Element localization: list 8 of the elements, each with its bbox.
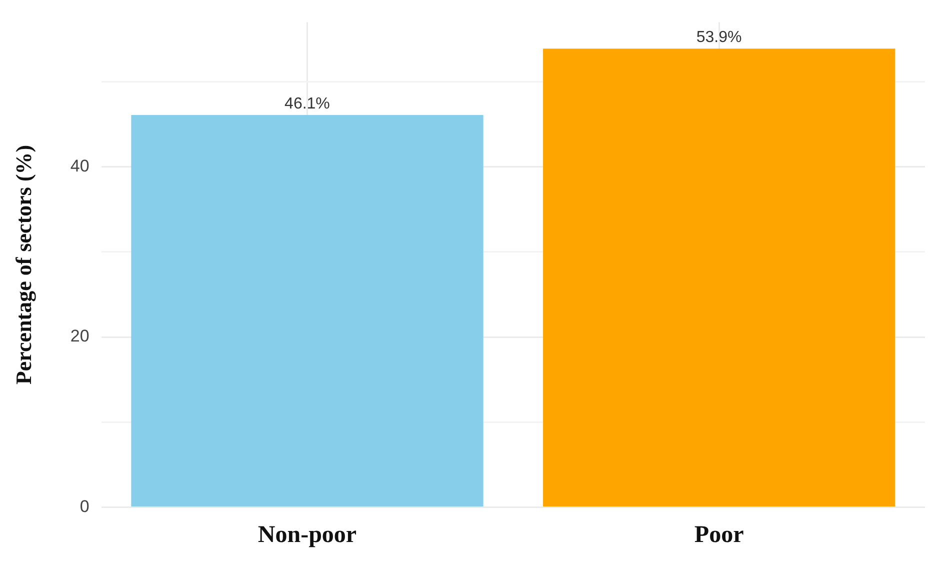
x-tick-label: Poor [694,522,744,548]
data-label: 53.9% [696,28,742,46]
y-tick-label: 20 [70,326,90,346]
y-axis-title: Percentage of sectors (%) [10,144,36,385]
y-tick-label: 40 [70,156,90,176]
x-tick-label: Non-poor [258,522,357,548]
y-tick-label: 0 [80,496,90,516]
data-label: 46.1% [284,95,330,112]
